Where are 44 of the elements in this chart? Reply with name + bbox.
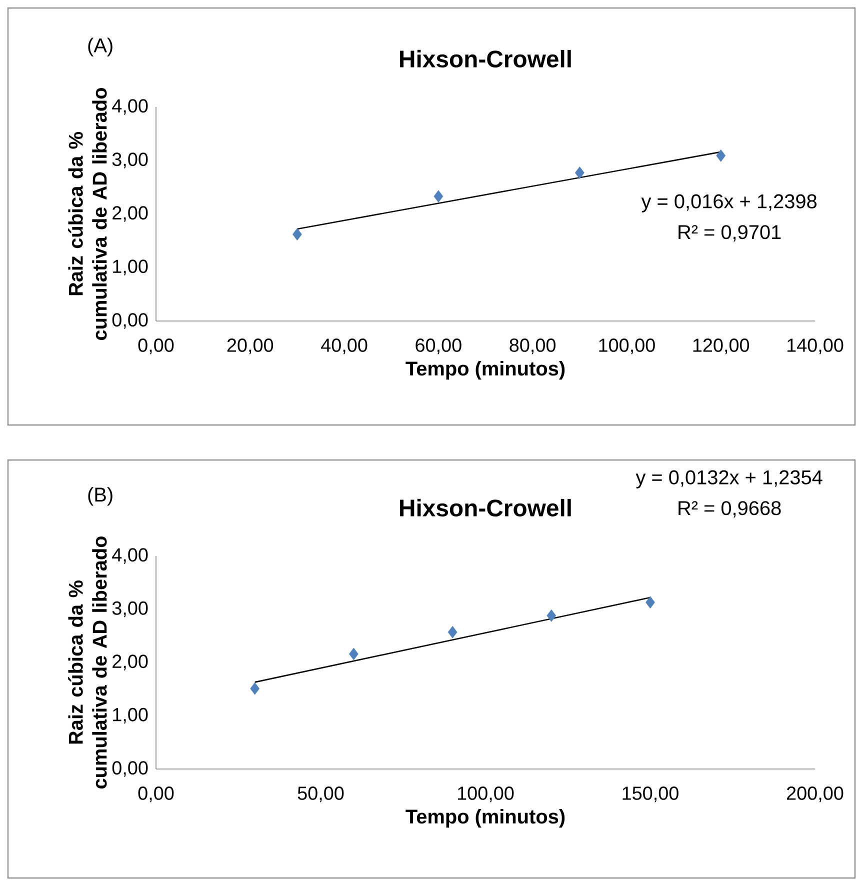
y-tick-label: 1,00 — [113, 260, 148, 276]
point — [448, 626, 458, 638]
text: y = 0,0132x + 1,2354 — [636, 470, 822, 488]
y-axis-title: Raiz cúbica da % cumulativa de AD liberado — [68, 88, 107, 340]
point — [574, 166, 584, 179]
x-tick-label: 200,00 — [787, 786, 844, 802]
x-tick-label: 0,00 — [138, 338, 174, 354]
y-tick-label: 4,00 — [112, 548, 148, 564]
x-tick-label: 20,00 — [227, 338, 274, 354]
y-tick-label: 2,00 — [112, 206, 148, 222]
y-tick-label: 0,00 — [112, 761, 148, 777]
y-axis-title: Raiz cúbica da % cumulativa de AD liberado — [68, 536, 107, 788]
y-tick-label: 3,00 — [112, 601, 148, 618]
point — [434, 190, 444, 203]
point — [250, 682, 260, 695]
y-tick-label: 2,00 — [112, 654, 148, 670]
x-tick-label: 140,00 — [787, 338, 844, 354]
x-tick-label: 100,00 — [458, 786, 514, 802]
point — [646, 596, 655, 609]
annotation: y = 0,016x + 1,2398 — [641, 194, 817, 212]
x-tick-label: 40,00 — [321, 338, 368, 354]
x-axis-title: Tempo (minutos) — [406, 360, 565, 380]
x-tick-label: 100,00 — [599, 338, 655, 354]
x-tick-label: 0,00 — [138, 786, 174, 802]
point — [716, 149, 726, 162]
point — [349, 648, 358, 660]
text: R² = 0,9668 — [678, 501, 781, 518]
y-tick-label: 1,00 — [113, 708, 148, 724]
chart-title: Hixson-Crowell — [400, 50, 571, 68]
x-tick-label: 60,00 — [416, 338, 462, 354]
text: (A) — [88, 38, 112, 56]
y-tick-label: 4,00 — [112, 99, 148, 115]
text: (B) — [88, 487, 112, 506]
x-tick-label: 80,00 — [510, 338, 556, 354]
x-tick-label: 50,00 — [298, 786, 344, 802]
annotation: R² = 0,9701 — [678, 225, 781, 242]
x-tick-label: 150,00 — [622, 786, 678, 802]
point — [292, 228, 302, 241]
x-axis-title: Tempo (minutos) — [406, 808, 565, 828]
point — [546, 609, 556, 622]
y-tick-label: 0,00 — [112, 313, 148, 329]
x-tick-label: 120,00 — [693, 338, 750, 354]
chart-title: Hixson-Crowell — [400, 498, 571, 516]
y-tick-label: 3,00 — [112, 152, 148, 168]
